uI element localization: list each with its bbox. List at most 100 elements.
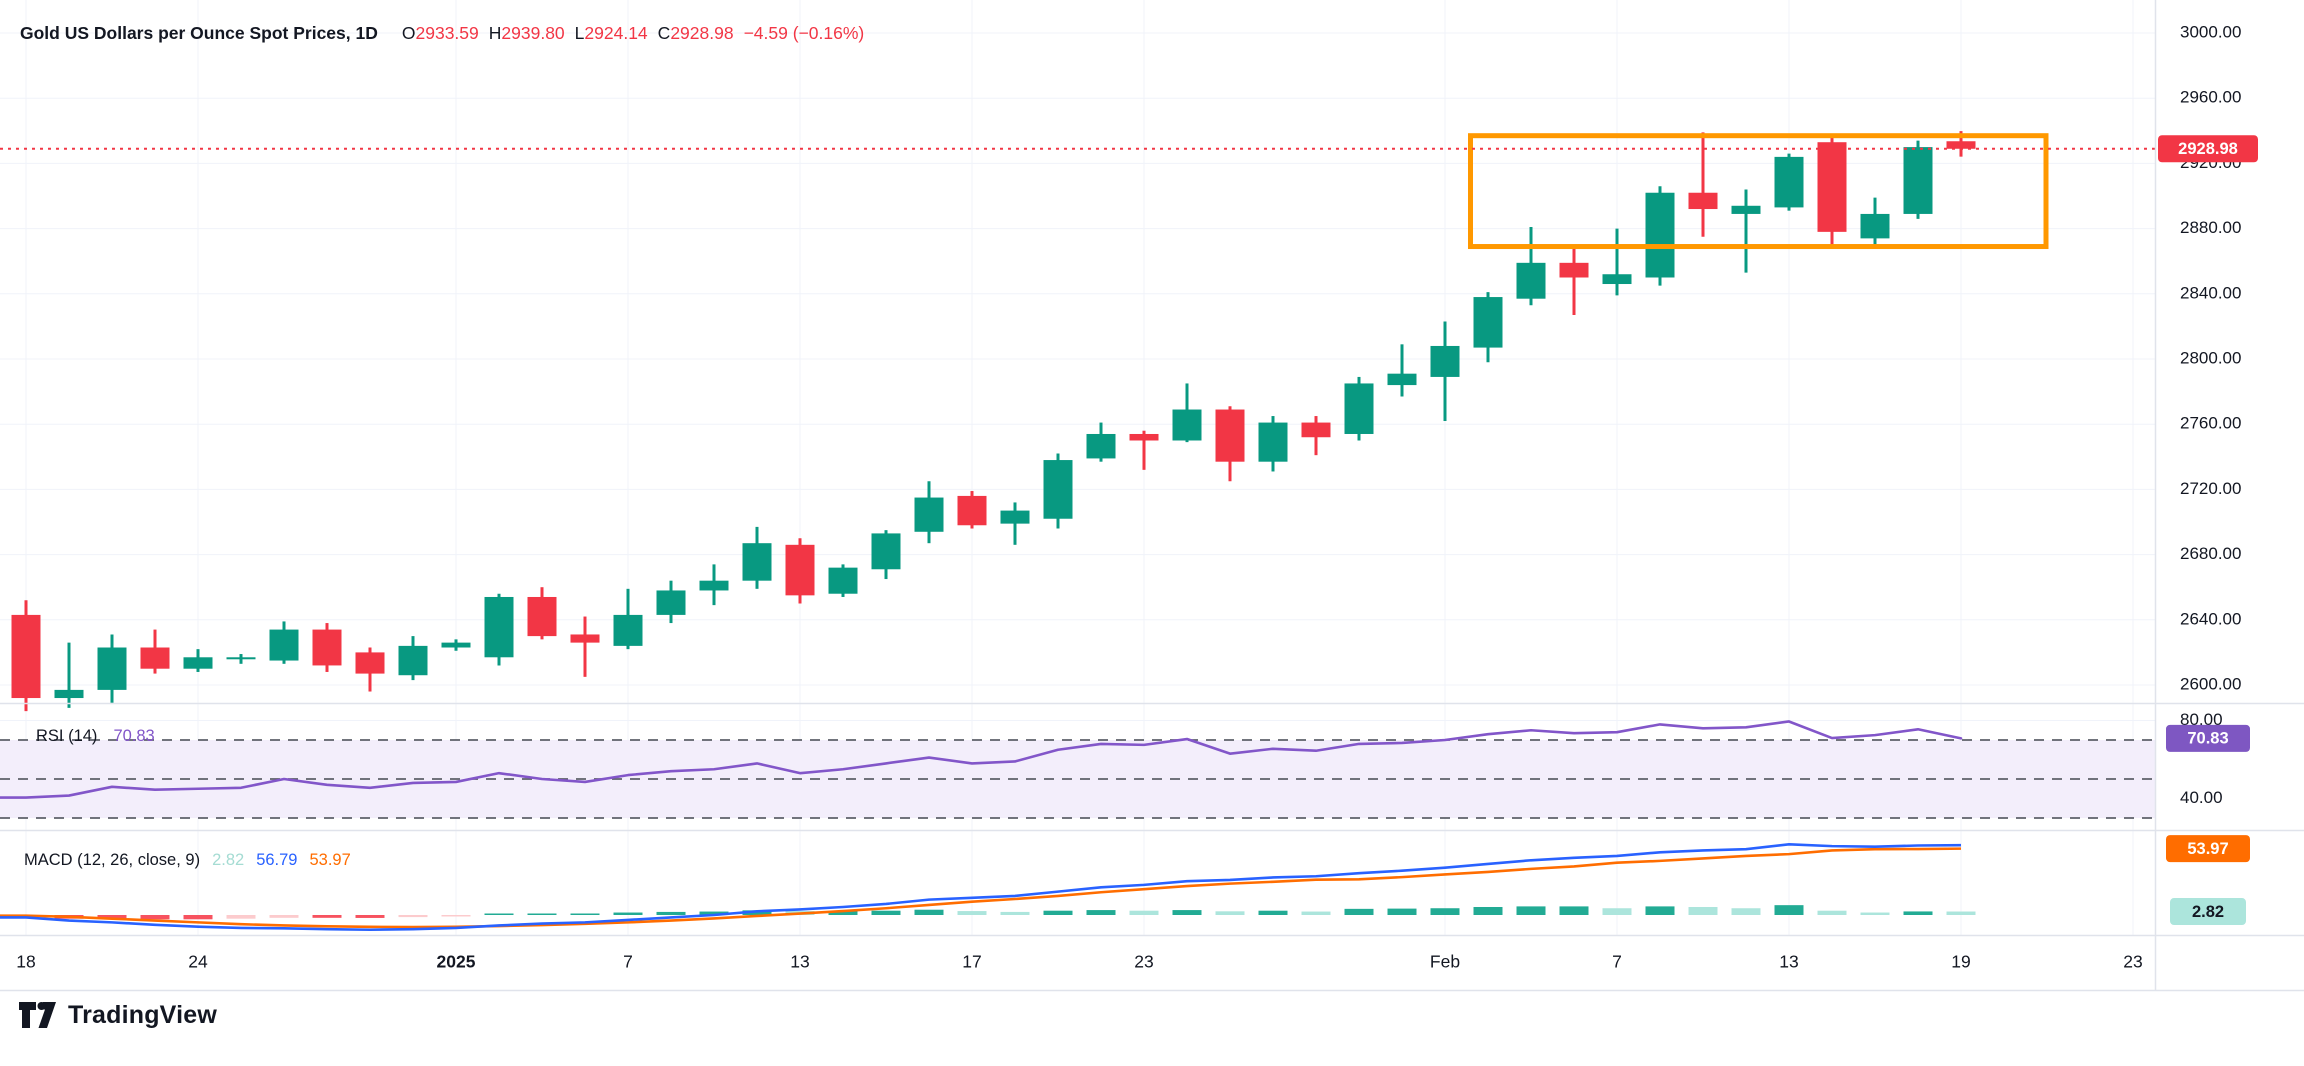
macd-histogram-bar[interactable]: [1946, 911, 1976, 915]
candle[interactable]: [1000, 502, 1030, 545]
macd-histogram-bar[interactable]: [226, 915, 256, 919]
macd-histogram-bar[interactable]: [1602, 908, 1632, 915]
candle-body[interactable]: [54, 689, 84, 699]
macd-histogram-bar[interactable]: [871, 910, 901, 915]
candle-body[interactable]: [1774, 156, 1804, 208]
macd-histogram-bar[interactable]: [613, 912, 643, 915]
macd-histogram-bar[interactable]: [269, 915, 299, 918]
candle-body[interactable]: [355, 652, 385, 674]
macd-histogram-bar[interactable]: [1903, 911, 1933, 915]
macd-histogram-bar[interactable]: [1559, 906, 1589, 915]
candle-body[interactable]: [1086, 433, 1116, 459]
candle-body[interactable]: [1516, 262, 1546, 299]
candle-body[interactable]: [226, 657, 256, 660]
candle[interactable]: [1731, 189, 1761, 273]
candle-body[interactable]: [398, 645, 428, 676]
candle-body[interactable]: [871, 533, 901, 570]
candle[interactable]: [1129, 430, 1159, 470]
macd-histogram-bar[interactable]: [1344, 908, 1374, 915]
candle[interactable]: [269, 621, 299, 664]
candle-body[interactable]: [1258, 422, 1288, 462]
candle-body[interactable]: [1688, 192, 1718, 210]
candle-body[interactable]: [1903, 147, 1933, 214]
candle[interactable]: [785, 538, 815, 604]
macd-histogram-bar[interactable]: [527, 913, 557, 916]
candle[interactable]: [871, 530, 901, 580]
candle-body[interactable]: [527, 596, 557, 637]
candle[interactable]: [1043, 453, 1073, 529]
candle-body[interactable]: [1301, 422, 1331, 438]
candle[interactable]: [1516, 226, 1546, 306]
candle[interactable]: [914, 481, 944, 544]
candle[interactable]: [570, 616, 600, 677]
macd-histogram-bar[interactable]: [828, 910, 858, 915]
macd-histogram-bar[interactable]: [1774, 905, 1804, 915]
candle[interactable]: [1860, 197, 1890, 245]
candle-body[interactable]: [1946, 141, 1976, 149]
macd-histogram-bar[interactable]: [1516, 906, 1546, 915]
candle-body[interactable]: [1000, 510, 1030, 524]
macd-histogram-bar[interactable]: [1860, 912, 1890, 915]
candle[interactable]: [54, 642, 84, 708]
price-axis[interactable]: 3000.002960.002920.002880.002840.002800.…: [2156, 0, 2304, 991]
candle-body[interactable]: [1473, 297, 1503, 348]
candle-body[interactable]: [183, 657, 213, 669]
candle[interactable]: [1430, 321, 1460, 421]
candle[interactable]: [1086, 422, 1116, 462]
candle[interactable]: [1344, 376, 1374, 441]
macd-histogram-bar[interactable]: [1688, 907, 1718, 915]
highlight-rectangle[interactable]: [1468, 133, 2049, 250]
candle[interactable]: [1817, 137, 1847, 249]
candle[interactable]: [742, 526, 772, 589]
candle[interactable]: [1645, 186, 1675, 286]
symbol-title-bar[interactable]: Gold US Dollars per Ounce Spot Prices, 1…: [20, 23, 864, 44]
macd-histogram-bar[interactable]: [140, 915, 170, 920]
macd-histogram-bar[interactable]: [1172, 910, 1202, 915]
macd-histogram-bar[interactable]: [656, 911, 686, 915]
candle-body[interactable]: [1731, 205, 1761, 214]
macd-histogram-bar[interactable]: [1430, 908, 1460, 915]
candle-body[interactable]: [785, 544, 815, 596]
macd-histogram-bar[interactable]: [97, 915, 127, 919]
macd-histogram-bar[interactable]: [355, 915, 385, 918]
candle[interactable]: [140, 629, 170, 674]
candle-body[interactable]: [97, 647, 127, 690]
candle-body[interactable]: [1559, 262, 1589, 278]
candle-body[interactable]: [699, 580, 729, 591]
macd-histogram-bar[interactable]: [1301, 911, 1331, 915]
candle[interactable]: [1602, 228, 1632, 296]
macd-histogram-bar[interactable]: [914, 909, 944, 915]
candle-body[interactable]: [441, 642, 471, 648]
macd-histogram-bar[interactable]: [1086, 910, 1116, 915]
macd-histogram-bar[interactable]: [1258, 910, 1288, 915]
candle-body[interactable]: [1344, 383, 1374, 434]
candle[interactable]: [226, 654, 256, 664]
candle[interactable]: [656, 580, 686, 624]
candle-body[interactable]: [1387, 373, 1417, 386]
candle-body[interactable]: [1860, 213, 1890, 239]
macd-histogram-bar[interactable]: [1215, 911, 1245, 915]
candle-body[interactable]: [1172, 409, 1202, 441]
candle-body[interactable]: [484, 596, 514, 658]
candle[interactable]: [1258, 416, 1288, 472]
tradingview-logo[interactable]: TradingView: [18, 1000, 217, 1030]
candle-body[interactable]: [1043, 460, 1073, 519]
price-pane[interactable]: [0, 131, 2156, 712]
candle-body[interactable]: [656, 590, 686, 615]
candle-body[interactable]: [11, 614, 41, 699]
macd-histogram-bar[interactable]: [1817, 910, 1847, 915]
candle-body[interactable]: [1645, 192, 1675, 278]
candle-body[interactable]: [1215, 409, 1245, 462]
macd-histogram-bar[interactable]: [183, 915, 213, 920]
candle[interactable]: [355, 647, 385, 692]
candle[interactable]: [398, 636, 428, 681]
candle[interactable]: [183, 649, 213, 672]
candle[interactable]: [1774, 153, 1804, 211]
time-axis[interactable]: 18 24 2025 7 13 17 23 Feb 7 13 19 23: [16, 952, 2142, 972]
candle[interactable]: [828, 564, 858, 597]
macd-histogram-bar[interactable]: [441, 915, 471, 917]
macd-pane[interactable]: [0, 842, 1976, 932]
candle-body[interactable]: [312, 629, 342, 666]
candle-body[interactable]: [613, 614, 643, 646]
candle[interactable]: [312, 623, 342, 672]
